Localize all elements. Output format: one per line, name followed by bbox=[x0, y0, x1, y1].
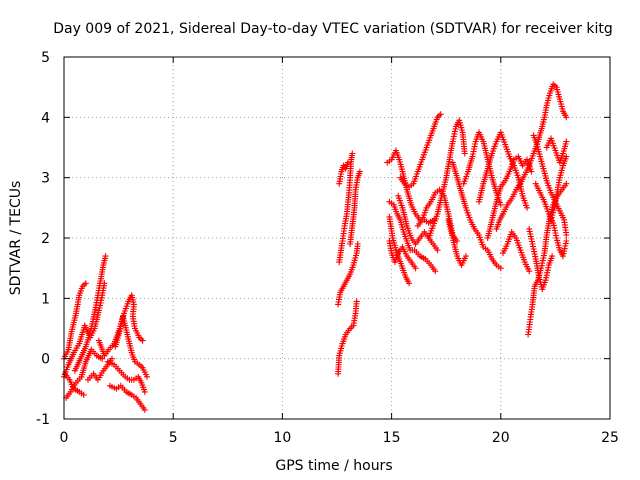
y-axis-label: SDTVAR / TECUs bbox=[8, 181, 24, 296]
data-point bbox=[139, 337, 146, 344]
x-axis-label: GPS time / hours bbox=[275, 458, 392, 474]
x-tick-label: 15 bbox=[383, 430, 401, 446]
x-tick-label: 25 bbox=[601, 430, 619, 446]
x-tick-label: 5 bbox=[169, 430, 178, 446]
data-point bbox=[412, 265, 419, 272]
data-point bbox=[80, 391, 87, 398]
data-point bbox=[82, 280, 89, 287]
data-point bbox=[563, 138, 570, 145]
data-point bbox=[497, 265, 504, 272]
data-point bbox=[102, 253, 109, 260]
data-point bbox=[141, 388, 148, 395]
x-tick-label: 10 bbox=[273, 430, 291, 446]
y-tick-label: 0 bbox=[41, 352, 50, 368]
data-point bbox=[454, 238, 461, 244]
data-point bbox=[141, 406, 148, 413]
y-tick-label: -1 bbox=[36, 412, 50, 428]
data-point bbox=[524, 204, 530, 211]
data-point bbox=[354, 241, 361, 247]
data-point bbox=[437, 111, 444, 118]
data-point bbox=[432, 268, 439, 275]
data-point bbox=[406, 280, 413, 287]
y-tick-label: 2 bbox=[41, 231, 50, 247]
data-point bbox=[551, 224, 558, 231]
data-point bbox=[563, 114, 570, 121]
chart-title: Day 009 of 2021, Sidereal Day-to-day VTE… bbox=[53, 21, 613, 37]
data-point bbox=[144, 373, 150, 380]
axis-ticks bbox=[63, 56, 611, 420]
y-tick-label: 4 bbox=[41, 110, 50, 126]
y-tick-label: 3 bbox=[41, 171, 50, 187]
data-point bbox=[563, 232, 570, 238]
data-point bbox=[434, 247, 441, 254]
data-point bbox=[528, 168, 535, 175]
data-point bbox=[549, 253, 556, 260]
data-point bbox=[349, 150, 356, 157]
data-point bbox=[99, 355, 106, 362]
data-points bbox=[61, 81, 570, 413]
data-point bbox=[461, 150, 468, 157]
data-point bbox=[344, 159, 351, 166]
data-point bbox=[530, 243, 536, 250]
x-tick-labels: 0 5 10 15 20 25 bbox=[60, 430, 619, 446]
data-point bbox=[356, 168, 363, 175]
data-point bbox=[497, 201, 504, 208]
y-tick-label: 5 bbox=[41, 50, 50, 66]
data-point bbox=[469, 153, 476, 160]
x-tick-label: 0 bbox=[60, 430, 69, 446]
data-point bbox=[526, 268, 533, 275]
data-point bbox=[563, 238, 570, 244]
data-point bbox=[563, 180, 570, 187]
data-point bbox=[563, 153, 570, 160]
y-tick-labels: -1 0 1 2 3 4 5 bbox=[36, 50, 50, 428]
y-tick-label: 1 bbox=[41, 291, 50, 307]
data-point bbox=[462, 253, 469, 260]
data-point bbox=[353, 298, 360, 305]
x-tick-label: 20 bbox=[492, 430, 510, 446]
